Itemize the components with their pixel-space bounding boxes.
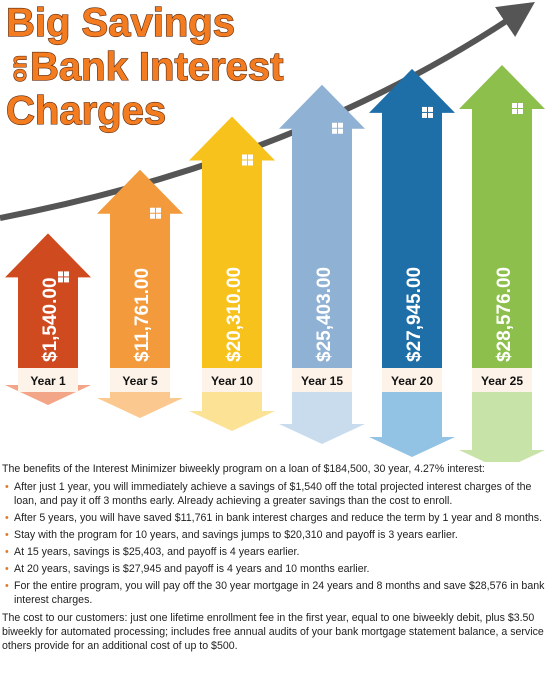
label-band — [382, 368, 442, 392]
house-bar — [189, 116, 275, 368]
bullet: After 5 years, you will have saved $11,7… — [5, 511, 550, 525]
window-pane — [338, 122, 343, 128]
house-bar — [459, 65, 545, 368]
window-pane — [332, 128, 337, 134]
tail — [369, 392, 455, 457]
tail — [5, 385, 91, 405]
tail — [459, 392, 545, 462]
window-pane — [156, 207, 161, 213]
window-pane — [428, 106, 433, 112]
value-label: $28,576.00 — [494, 267, 515, 362]
title-line: Big Savings — [6, 1, 235, 45]
title-line: Bank Interest — [30, 45, 283, 89]
bullet: Stay with the program for 10 years, and … — [5, 528, 550, 542]
value-label: $20,310.00 — [224, 267, 245, 362]
window-pane — [58, 277, 63, 283]
label-band — [202, 368, 262, 392]
window-pane — [242, 154, 247, 160]
x-tick-label: Year 10 — [211, 374, 253, 388]
label-band — [18, 368, 78, 392]
window-pane — [512, 103, 517, 108]
window-pane — [58, 271, 63, 277]
window-pane — [64, 271, 69, 277]
label-band — [472, 368, 532, 392]
value-label: $25,403.00 — [314, 267, 335, 362]
window-pane — [248, 160, 253, 166]
window-pane — [150, 213, 155, 219]
x-tick-label: Year 20 — [391, 374, 433, 388]
window-pane — [512, 109, 517, 114]
x-tick-label: Year 1 — [30, 374, 66, 388]
window-pane — [332, 122, 337, 128]
window-pane — [422, 106, 427, 112]
bullet: For the entire program, you will pay off… — [5, 579, 550, 607]
bullet: At 20 years, savings is $27,945 and payo… — [5, 562, 550, 576]
bullet: At 15 years, savings is $25,403, and pay… — [5, 545, 550, 559]
window-pane — [428, 112, 433, 118]
window-pane — [156, 213, 161, 219]
tail — [189, 392, 275, 431]
closing: The cost to our customers: just one life… — [2, 612, 544, 652]
tail — [279, 392, 365, 444]
x-tick-label: Year 15 — [301, 374, 343, 388]
bullet: After just 1 year, you will immediately … — [5, 480, 550, 508]
window-pane — [518, 103, 523, 108]
intro: The benefits of the Interest Minimizer b… — [2, 463, 485, 475]
tail — [97, 392, 183, 418]
value-label: $27,945.00 — [404, 267, 425, 362]
chart: Big Savings on Bank Interest Charges $1,… — [0, 0, 545, 462]
label-band — [110, 368, 170, 392]
window-pane — [422, 112, 427, 118]
bullet-list: After just 1 year, you will immediately … — [2, 480, 550, 607]
window-pane — [338, 128, 343, 134]
trend-arrow — [0, 1, 535, 221]
value-label: $1,540.00 — [40, 277, 61, 362]
window-pane — [64, 277, 69, 283]
x-tick-label: Year 25 — [481, 374, 523, 388]
title-line: on — [6, 55, 31, 82]
window-pane — [150, 207, 155, 213]
house-bar — [279, 84, 365, 369]
window-pane — [518, 109, 523, 114]
house-bar — [97, 169, 183, 368]
window-pane — [242, 160, 247, 166]
label-band — [292, 368, 352, 392]
description: The benefits of the Interest Minimizer b… — [2, 462, 550, 657]
house-bar — [5, 233, 91, 368]
value-label: $11,761.00 — [132, 268, 153, 362]
x-tick-label: Year 5 — [122, 374, 158, 388]
house-bar — [369, 68, 455, 368]
window-pane — [248, 154, 253, 160]
title-line: Charges — [6, 89, 166, 133]
